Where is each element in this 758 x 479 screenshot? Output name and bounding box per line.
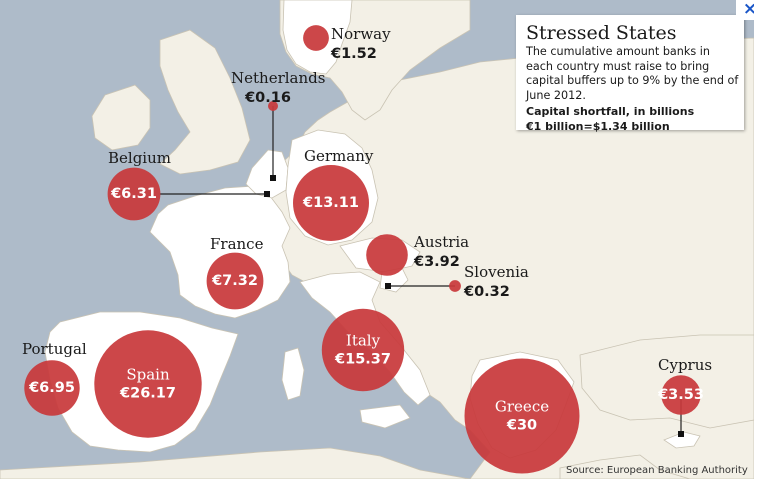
netherlands-label: Netherlands €0.16 xyxy=(231,68,325,106)
norway-circle xyxy=(303,25,329,51)
country-value: €0.16 xyxy=(245,90,291,106)
germany-circle-label: €13.11 xyxy=(303,194,359,212)
country-name: Greece xyxy=(494,397,550,416)
panel-exchange-note: €1 billion=$1.34 billion xyxy=(526,120,670,133)
austria-circle xyxy=(366,234,408,276)
slovenia-label: Slovenia €0.32 xyxy=(464,262,529,300)
spain-circle xyxy=(94,330,202,438)
country-value: €13.11 xyxy=(303,194,359,211)
austria-label: Austria €3.92 xyxy=(414,232,469,270)
close-icon: × xyxy=(742,0,758,19)
country-name: Germany xyxy=(304,147,374,165)
panel-description: The cumulative amount banks in each coun… xyxy=(526,45,739,102)
country-value: €0.32 xyxy=(464,284,510,300)
country-value: €3.92 xyxy=(414,254,460,270)
italy-circle-label: Italy €15.37 xyxy=(335,332,391,369)
land-north-africa xyxy=(0,447,471,479)
germany-label: Germany xyxy=(304,146,373,165)
spain-circle-label: Spain €26.17 xyxy=(120,366,176,403)
country-name: Norway xyxy=(331,25,391,43)
country-value: €6.95 xyxy=(29,379,75,396)
france-circle-label: €7.32 xyxy=(212,272,258,290)
country-name: Cyprus xyxy=(658,356,713,374)
italy-circle xyxy=(321,308,405,392)
greece-circle xyxy=(464,358,580,474)
cyprus-anchor-marker xyxy=(678,431,684,437)
right-edge-strip xyxy=(754,0,758,479)
country-value: €3.53 xyxy=(658,386,704,403)
germany-circle xyxy=(293,165,369,241)
country-value: €7.32 xyxy=(212,272,258,289)
source-note: Source: European Banking Authority xyxy=(566,465,748,476)
country-name: Spain xyxy=(126,365,170,384)
land-sicily xyxy=(359,404,411,429)
cyprus-circle-label: €3.53 xyxy=(658,386,704,404)
country-name: Austria xyxy=(414,233,470,251)
shortfall-circles xyxy=(24,25,701,474)
france-circle xyxy=(206,252,264,310)
country-value: €6.31 xyxy=(111,185,157,202)
land-great-britain xyxy=(159,29,251,175)
country-value: €1.52 xyxy=(331,46,377,62)
land-sardinia xyxy=(281,347,305,401)
netherlands-anchor-marker xyxy=(270,175,276,181)
portugal-label: Portugal xyxy=(22,339,87,358)
country-value: €30 xyxy=(506,417,538,434)
country-name: Slovenia xyxy=(464,263,529,281)
slovenia-anchor-marker xyxy=(385,283,391,289)
country-name: Belgium xyxy=(108,149,171,167)
country-name: France xyxy=(210,235,264,253)
country-value: €26.17 xyxy=(120,385,176,402)
netherlands-circle xyxy=(268,101,278,111)
panel-unit-note: Capital shortfall, in billions xyxy=(526,105,695,118)
portugal-circle-label: €6.95 xyxy=(29,379,75,397)
close-button[interactable]: × xyxy=(736,0,758,20)
info-panel: Stressed States The cumulative amount ba… xyxy=(516,15,744,133)
france-label: France xyxy=(210,234,263,253)
belgium-circle-label: €6.31 xyxy=(111,185,157,203)
country-value: €15.37 xyxy=(335,351,391,368)
belgium-circle xyxy=(107,167,161,221)
cyprus-circle xyxy=(661,375,701,415)
belgium-label: Belgium xyxy=(108,148,171,167)
greece-circle-label: Greece €30 xyxy=(495,398,549,435)
panel-title: Stressed States xyxy=(526,22,677,44)
norway-label: Norway €1.52 xyxy=(331,24,391,62)
country-name: Italy xyxy=(345,331,381,350)
belgium-anchor-marker xyxy=(264,191,270,197)
country-name: Portugal xyxy=(22,340,87,358)
country-name: Netherlands xyxy=(231,69,326,87)
slovenia-circle xyxy=(449,280,461,292)
portugal-circle xyxy=(24,360,80,416)
land-ireland xyxy=(91,84,151,151)
cyprus-label: Cyprus xyxy=(658,355,712,374)
